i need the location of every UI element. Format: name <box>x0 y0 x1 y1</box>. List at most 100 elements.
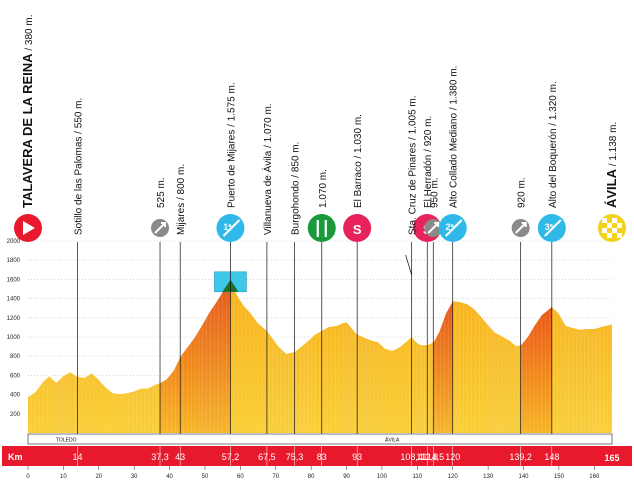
profile-outline <box>27 280 613 397</box>
arrow-shape <box>514 222 527 234</box>
y-axis-ticks: 200 400 600 800 1000 1200 1400 1600 1800 2000 <box>7 239 21 418</box>
km-value: 148 <box>544 452 559 462</box>
province-strip: TOLEDO ÁVILA <box>27 433 613 445</box>
waypoint-label: Alto Collado Mediano / 1.380 m. <box>449 66 460 208</box>
arrow-shape <box>427 222 440 234</box>
checker-cell <box>602 218 607 223</box>
x-tick-label: 150 <box>554 474 565 480</box>
finish-label-altitude: / 1.138 m. <box>608 122 619 169</box>
waypoint-label: Mijares / 800 m. <box>176 164 187 235</box>
waypoint-label: Alto del Boquerón / 1.320 m. <box>548 81 559 208</box>
checker-cell <box>607 223 612 228</box>
mountain-category-icon: 1ª <box>216 214 245 242</box>
gradient-point-icon <box>424 219 443 237</box>
km-value: 57,2 <box>222 452 240 462</box>
checker-cell <box>607 233 612 238</box>
waypoint-lines <box>77 242 553 444</box>
play-shape <box>23 221 35 235</box>
category-label: 2ª <box>446 222 455 232</box>
arrow-shape <box>544 219 562 237</box>
elevation-profile <box>27 271 613 433</box>
province-label: TOLEDO <box>56 438 77 444</box>
checker-cell <box>602 228 607 233</box>
x-axis-ticks: 0 10 20 30 40 50 60 70 80 90 100 110 120 130 140 150 160 <box>26 466 600 480</box>
mountain-category-icon: 2ª <box>438 214 467 242</box>
x-tick-label: 120 <box>448 474 459 480</box>
km-value: 67,5 <box>258 452 276 462</box>
x-tick-label: 130 <box>483 474 494 480</box>
y-tick-label: 1600 <box>7 277 21 283</box>
km-value: 93 <box>352 452 362 462</box>
y-tick-label: 400 <box>10 393 21 399</box>
province-band <box>27 433 613 445</box>
km-label: Km <box>8 452 23 462</box>
gradient-point-icon <box>511 219 530 237</box>
y-tick-label: 1000 <box>7 335 21 341</box>
mountain-category-icon: 3ª <box>537 214 566 242</box>
y-tick-label: 1800 <box>7 258 21 264</box>
arrow-shape <box>444 219 463 237</box>
x-tick-label: 140 <box>519 474 530 480</box>
km-value: 108,4 <box>400 452 423 462</box>
km-band <box>2 446 632 466</box>
x-tick-label: 80 <box>308 474 315 480</box>
km-value: 43 <box>175 452 185 462</box>
waypoint-icons: 1ªSS2ª3ª <box>14 214 626 242</box>
waypoint-label: 525 m. <box>156 177 167 208</box>
x-tick-label: 70 <box>272 474 279 480</box>
x-tick-label: 10 <box>60 474 67 480</box>
checker-cell <box>617 233 622 238</box>
checker-cell <box>612 218 617 223</box>
x-tick-label: 0 <box>26 474 30 480</box>
connector-line <box>405 254 413 276</box>
arrow-shape <box>222 219 241 237</box>
x-tick-label: 40 <box>166 474 173 480</box>
x-tick-label: 50 <box>202 474 209 480</box>
start-label-name: TALAVERA DE LA REINA <box>20 53 35 208</box>
km-value: 120 <box>445 452 460 462</box>
x-tick-label: 100 <box>377 474 388 480</box>
cutlery-shape <box>316 220 327 237</box>
waypoint-label: 1.070 m. <box>318 169 329 208</box>
waypoint-label: Sotillo de las Palomas / 550 m. <box>74 98 85 235</box>
km-value: 139,2 <box>509 452 532 462</box>
category-label: 1ª <box>223 222 232 232</box>
profile-fill-climb <box>520 306 552 433</box>
gradient-point-icon <box>151 219 170 237</box>
y-tick-label: 2000 <box>7 239 21 245</box>
waypoint-label: El Herradón / 920 m. <box>423 116 434 208</box>
km-value: 114,5 <box>422 452 444 462</box>
x-tick-label: 60 <box>237 474 244 480</box>
x-tick-label: 20 <box>95 474 102 480</box>
km-value: 37,3 <box>151 452 169 462</box>
y-tick-label: 800 <box>10 354 21 360</box>
x-tick-label: 30 <box>131 474 138 480</box>
waypoint-label: Villanueva de Ávila / 1.070 m. <box>261 103 274 235</box>
km-value: 83 <box>317 452 327 462</box>
waypoint-label: El Barraco / 1.030 m. <box>353 114 364 208</box>
y-tick-label: 600 <box>10 373 21 379</box>
checker-cell <box>612 228 617 233</box>
x-tick-label: 110 <box>413 474 423 480</box>
waypoint-label: 950 m. <box>429 177 440 208</box>
sprint-letter: S <box>353 222 362 237</box>
icon-circle <box>343 214 372 242</box>
y-tick-label: 1400 <box>7 297 21 303</box>
y-tick-label: 200 <box>10 412 21 418</box>
waypoint-label: Burgohondo / 850 m. <box>291 142 302 235</box>
waypoint-labels: Sotillo de las Palomas / 550 m. 525 m. Mij… <box>20 15 619 235</box>
arrow-shape <box>154 222 167 234</box>
finish-label: ÁVILA / 1.138 m. <box>604 122 619 208</box>
waypoint-label: Sta. Cruz de Pinares / 1.005 m. <box>408 95 419 235</box>
category-label: 3ª <box>545 222 554 232</box>
km-bar: Km 14 37,3 43 57,2 67,5 75,3 83 93 108,4112,8114,… <box>2 446 632 466</box>
start-label-altitude: / 380 m. <box>24 15 35 54</box>
waypoint-label: Puerto de Mijares / 1.575 m. <box>226 82 237 208</box>
feed-zone-icon <box>307 214 336 242</box>
start-icon <box>14 214 42 242</box>
x-tick-label: 90 <box>343 474 350 480</box>
profile-fill-climb <box>160 281 231 433</box>
finish-icon <box>598 214 626 242</box>
km-value: 14 <box>73 452 83 462</box>
